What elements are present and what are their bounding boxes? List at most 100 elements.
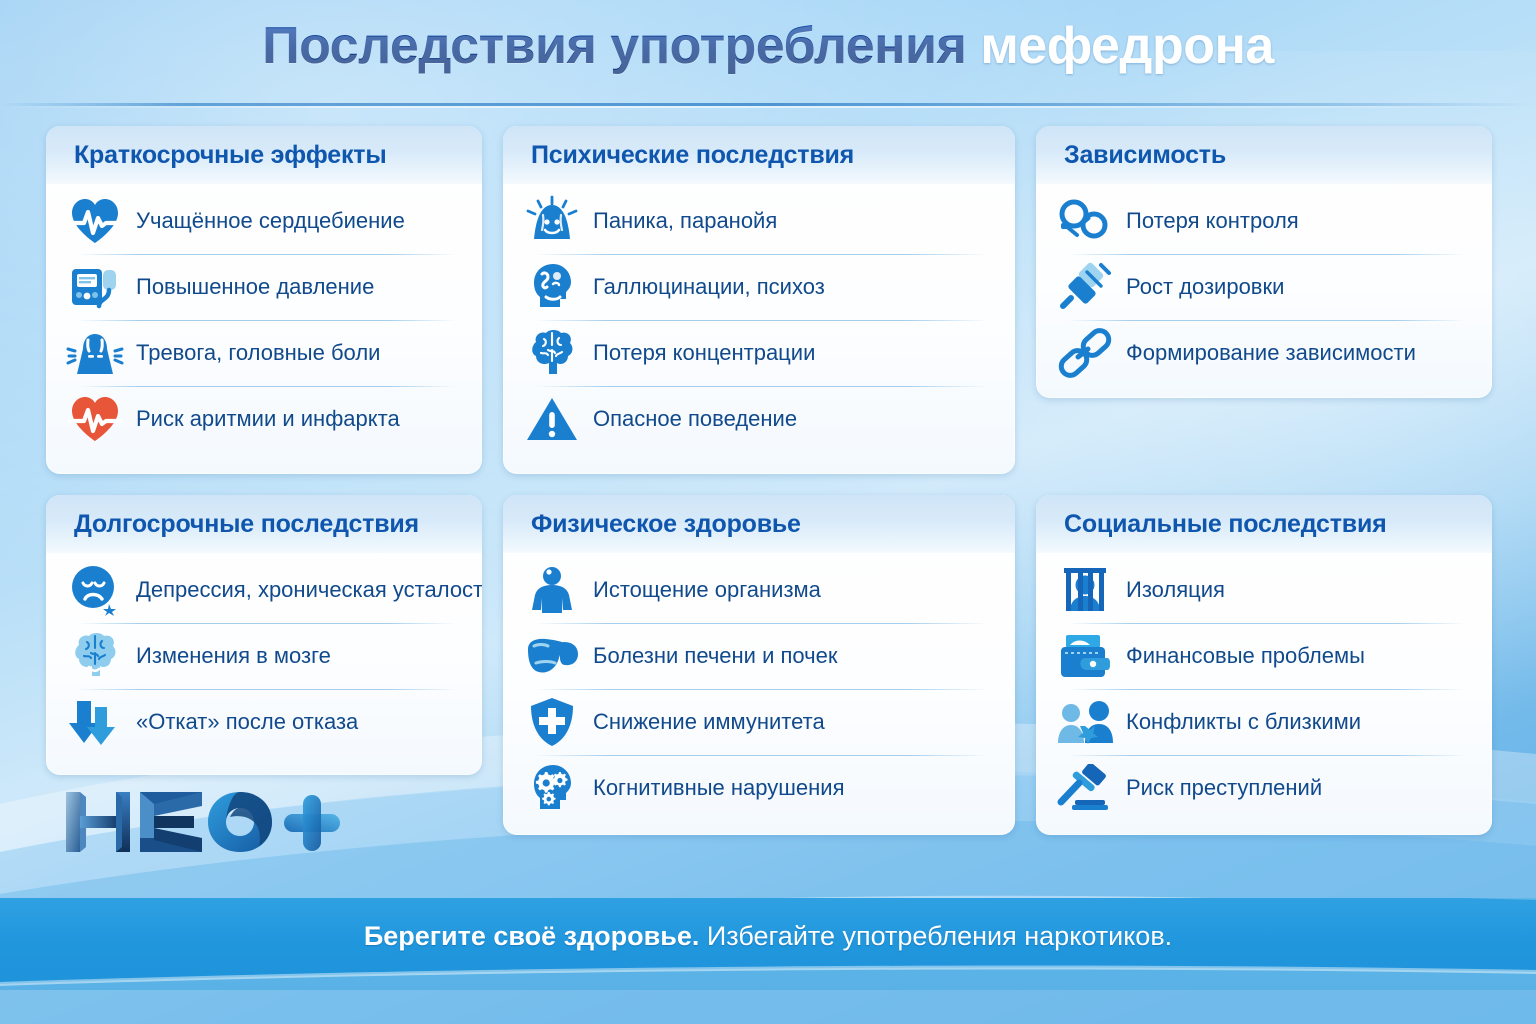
thin-person-icon <box>521 559 583 621</box>
list-item[interactable]: Депрессия, хроническая усталость <box>64 557 482 623</box>
title-divider-highlight <box>0 106 1536 108</box>
footer-band <box>0 898 1536 990</box>
card-header: Физическое здоровье <box>503 495 1015 553</box>
title-divider <box>0 103 1536 106</box>
list-item-label: Риск преступлений <box>1126 775 1323 801</box>
list-item[interactable]: Формирование зависимости <box>1054 320 1472 386</box>
card-title: Психические последствия <box>531 140 855 169</box>
shield-cross-icon <box>521 691 583 753</box>
card-social-consequences: Социальные последствия Изоляция <box>1036 495 1492 835</box>
heart-attack-icon <box>64 388 126 450</box>
down-arrows-icon <box>64 691 126 753</box>
list-item-label: Формирование зависимости <box>1126 340 1416 366</box>
headache-person-icon <box>64 322 126 384</box>
list-item-label: Болезни печени и почек <box>593 643 838 669</box>
card-title: Долгосрочные последствия <box>74 509 419 538</box>
sad-face-icon <box>64 559 126 621</box>
liver-kidney-icon <box>521 625 583 687</box>
card-short-term-effects: Краткосрочные эффекты Учащённое сердцеби… <box>46 126 482 474</box>
gavel-icon <box>1054 757 1116 819</box>
list-item[interactable]: Истощение организма <box>521 557 995 623</box>
chain-link-icon <box>1054 322 1116 384</box>
list-item-label: Рост дозировки <box>1126 274 1285 300</box>
page-title: Последствия употребления мефедрона <box>0 20 1536 72</box>
list-item[interactable]: Риск преступлений <box>1054 755 1472 821</box>
list-item-label: Истощение организма <box>593 577 821 603</box>
list-item-label: Когнитивные нарушения <box>593 775 845 801</box>
card-body: Истощение организма Болезни печени и поч… <box>503 553 1015 833</box>
card-title: Краткосрочные эффекты <box>74 140 387 169</box>
card-header: Психические последствия <box>503 126 1015 184</box>
list-item-label: Повышенное давление <box>136 274 375 300</box>
list-item[interactable]: Финансовые проблемы <box>1054 623 1472 689</box>
card-header: Зависимость <box>1036 126 1492 184</box>
panic-face-icon <box>521 190 583 252</box>
list-item-label: Потеря концентрации <box>593 340 816 366</box>
list-item-label: Тревога, головные боли <box>136 340 381 366</box>
prison-bars-icon <box>1054 559 1116 621</box>
page-title-part-primary: Последствия употребления <box>262 17 967 75</box>
card-header: Краткосрочные эффекты <box>46 126 482 184</box>
logo-neo-plus <box>62 786 342 858</box>
head-gears-icon <box>521 757 583 819</box>
list-item-label: «Откат» после отказа <box>136 709 359 735</box>
list-item[interactable]: Потеря контроля <box>1054 188 1472 254</box>
card-title: Физическое здоровье <box>531 509 801 538</box>
blood-pressure-monitor-icon <box>64 256 126 318</box>
list-item[interactable]: Галлюцинации, психоз <box>521 254 995 320</box>
list-item[interactable]: Изоляция <box>1054 557 1472 623</box>
list-item-label: Паника, паранойя <box>593 208 778 234</box>
list-item-label: Изменения в мозге <box>136 643 331 669</box>
card-body: Учащённое сердцебиение Повышенное давлен… <box>46 184 482 464</box>
handcuffs-icon <box>1054 190 1116 252</box>
list-item-label: Снижение иммунитета <box>593 709 825 735</box>
list-item[interactable]: Опасное поведение <box>521 386 995 452</box>
page-title-part-highlight: мефедрона <box>980 17 1274 75</box>
brain-change-icon <box>64 625 126 687</box>
list-item-label: Конфликты с близкими <box>1126 709 1362 735</box>
card-body: Изоляция Финансовые проблемы <box>1036 553 1492 833</box>
list-item[interactable]: Потеря концентрации <box>521 320 995 386</box>
syringe-icon <box>1054 256 1116 318</box>
card-title: Социальные последствия <box>1064 509 1387 538</box>
brain-icon <box>521 322 583 384</box>
card-mental-consequences: Психические последствия Паника, паранойя <box>503 126 1015 474</box>
card-title: Зависимость <box>1064 140 1226 169</box>
card-header: Долгосрочные последствия <box>46 495 482 553</box>
card-header: Социальные последствия <box>1036 495 1492 553</box>
card-body: Потеря контроля Рост дозировки <box>1036 184 1492 398</box>
logo-icon <box>66 792 340 852</box>
list-item[interactable]: Рост дозировки <box>1054 254 1472 320</box>
list-item-label: Риск аритмии и инфаркта <box>136 406 400 432</box>
list-item-label: Изоляция <box>1126 577 1225 603</box>
list-item-label: Потеря контроля <box>1126 208 1299 234</box>
hallucination-head-icon <box>521 256 583 318</box>
list-item[interactable]: Когнитивные нарушения <box>521 755 995 821</box>
footer-band-waves <box>0 898 1536 990</box>
list-item-label: Финансовые проблемы <box>1126 643 1365 669</box>
card-physical-health: Физическое здоровье Истощение организма <box>503 495 1015 835</box>
list-item[interactable]: Изменения в мозге <box>64 623 462 689</box>
card-addiction: Зависимость Потеря контроля <box>1036 126 1492 398</box>
list-item[interactable]: Учащённое сердцебиение <box>64 188 462 254</box>
list-item[interactable]: Снижение иммунитета <box>521 689 995 755</box>
card-body: Депрессия, хроническая усталость Изменен… <box>46 553 482 767</box>
list-item-label: Депрессия, хроническая усталость <box>136 577 482 603</box>
list-item-label: Учащённое сердцебиение <box>136 208 405 234</box>
list-item[interactable]: Тревога, головные боли <box>64 320 462 386</box>
list-item-label: Опасное поведение <box>593 406 798 432</box>
list-item-label: Галлюцинации, психоз <box>593 274 825 300</box>
list-item[interactable]: Конфликты с близкими <box>1054 689 1472 755</box>
footer-message-bold: Берегите своё здоровье. <box>363 921 700 951</box>
card-body: Паника, паранойя Галлюцинации, психоз <box>503 184 1015 464</box>
list-item[interactable]: Болезни печени и почек <box>521 623 995 689</box>
conflict-people-icon <box>1054 691 1116 753</box>
wallet-icon <box>1054 625 1116 687</box>
list-item[interactable]: Повышенное давление <box>64 254 462 320</box>
footer-message: Берегите своё здоровье. Избегайте употре… <box>0 921 1536 952</box>
footer-message-regular: Избегайте употребления наркотиков. <box>706 921 1173 951</box>
list-item[interactable]: «Откат» после отказа <box>64 689 462 755</box>
heart-pulse-icon <box>64 190 126 252</box>
list-item[interactable]: Паника, паранойя <box>521 188 995 254</box>
list-item[interactable]: Риск аритмии и инфаркта <box>64 386 462 452</box>
